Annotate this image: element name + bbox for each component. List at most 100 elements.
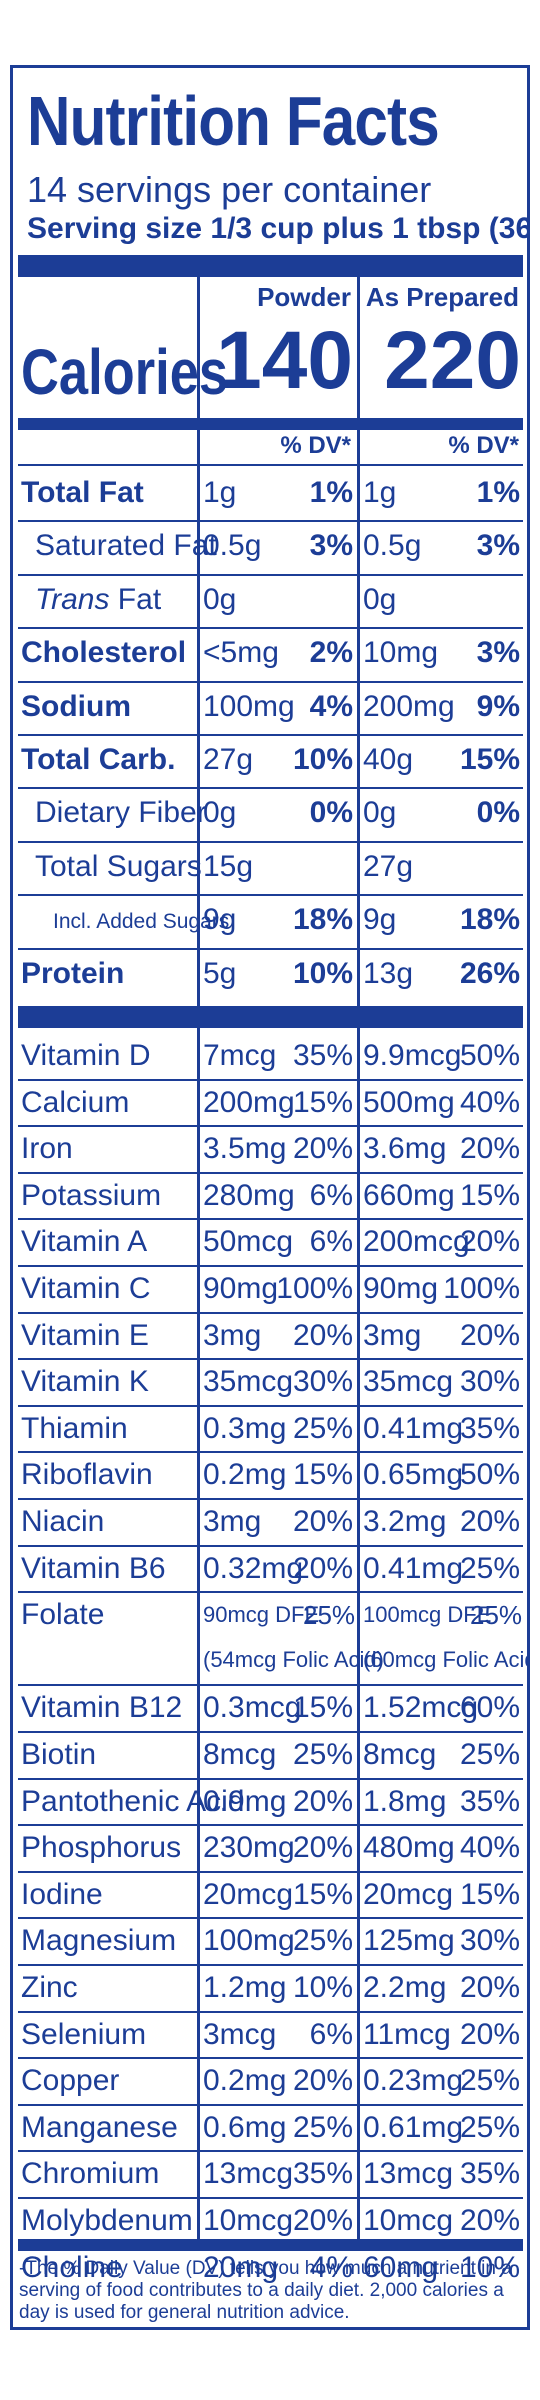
powder-amount: 100mg — [203, 1924, 295, 1958]
prepared-folic-acid: (60mcg Folic Acid) — [363, 1646, 530, 1672]
vitamin-name: Vitamin K — [21, 1365, 149, 1399]
prepared-amount: 1g — [363, 476, 397, 509]
prepared-dv: 3% — [476, 636, 520, 670]
prepared-amount: 60mg — [363, 2250, 439, 2284]
powder-amount: 3mcg — [203, 2017, 277, 2051]
powder-column-header: Powder — [257, 282, 351, 312]
prepared-dv: 40% — [459, 1831, 520, 1865]
nutrient-name: Total Carb. — [21, 743, 176, 776]
prepared-amount: 0g — [363, 796, 397, 830]
prepared-dv: 40% — [459, 1085, 520, 1119]
prepared-dv: 35% — [459, 2157, 520, 2191]
powder-dv: 6% — [309, 1178, 353, 1212]
servings-per-container: 14 servings per container — [27, 169, 432, 210]
row-divider — [18, 1591, 523, 1594]
powder-amount: 1.2mg — [203, 1971, 287, 2004]
powder-amount: 5g — [203, 956, 237, 990]
powder-amount: 0.5g — [203, 529, 262, 563]
prepared-amount: 2.2mg — [363, 1971, 447, 2004]
prepared-amount: 13mcg — [363, 2157, 454, 2191]
prepared-amount: 500mg — [363, 1085, 455, 1119]
row-divider — [18, 2103, 523, 2106]
prepared-amount: 10mg — [363, 636, 439, 670]
powder-dv: 100% — [276, 1272, 353, 1305]
calories-bar-prepared — [360, 418, 523, 430]
nutrient-name: Total Fat — [21, 476, 144, 509]
prepared-dv: 1% — [476, 476, 520, 509]
column-divider-right — [357, 277, 360, 2239]
powder-dv: 20% — [292, 1784, 353, 1818]
powder-dv: 15% — [292, 1085, 353, 1119]
powder-amount: 0g — [203, 582, 237, 616]
prepared-amount: 200mg — [363, 689, 455, 723]
powder-amount: 3.5mg — [203, 1132, 287, 1166]
prepared-amount: 100mcg DFE — [363, 1602, 492, 1628]
powder-amount: 0.2mg — [203, 1458, 287, 1492]
prepared-dv: 50% — [459, 1458, 520, 1492]
prepared-amount: 0.61mg — [363, 2110, 464, 2144]
prepared-amount: 200mcg — [363, 1225, 470, 1259]
prepared-amount: 13g — [363, 956, 414, 990]
vitamin-name: Manganese — [21, 2110, 178, 2144]
powder-amount: 0g — [203, 796, 237, 830]
powder-amount: 90mcg DFE — [203, 1602, 320, 1628]
powder-dv: 25% — [292, 1738, 353, 1771]
powder-amount: 0.3mg — [203, 1411, 287, 1445]
powder-amount: 13mcg — [203, 2157, 294, 2191]
powder-dv: 20% — [292, 1505, 353, 1538]
powder-amount: 100mg — [203, 689, 295, 723]
row-divider — [18, 1917, 523, 1920]
nutrient-name: Incl. Added Sugars — [53, 910, 230, 934]
prepared-dv: 9% — [476, 689, 520, 723]
vitamin-section-bar-left — [18, 1006, 197, 1028]
vitamin-name: Selenium — [21, 2017, 147, 2051]
powder-dv: 10% — [292, 743, 353, 776]
powder-dv: 25% — [303, 1600, 356, 1631]
powder-dv: 20% — [292, 2204, 353, 2237]
vitamin-section-bar-prepared — [360, 1006, 523, 1028]
bottom-thick-bar — [18, 2239, 523, 2251]
powder-dv: 30% — [292, 1365, 353, 1399]
prepared-amount: 0.41mg — [363, 1411, 464, 1445]
calories-bar-powder — [200, 418, 357, 430]
prepared-dv: 15% — [459, 743, 520, 776]
serving-size: Serving size 1/3 cup plus 1 tbsp (36g) — [27, 212, 530, 245]
powder-dv: 25% — [292, 1411, 353, 1445]
nutrient-name: Protein — [21, 956, 125, 990]
row-divider — [18, 2197, 523, 2199]
row-divider — [18, 1311, 523, 1314]
powder-dv: 3% — [309, 529, 353, 563]
prepared-amount: 0.65mg — [363, 1458, 464, 1492]
calories-prepared: 220 — [384, 315, 521, 406]
vitamin-name: Vitamin A — [21, 1225, 148, 1259]
powder-dv: 25% — [292, 1924, 353, 1958]
row-divider — [18, 787, 523, 790]
vitamin-name: Iron — [21, 1132, 73, 1166]
vitamin-name: Chromium — [21, 2157, 160, 2191]
row-divider — [18, 1498, 523, 1500]
powder-amount: 8mcg — [203, 1738, 277, 1771]
vitamin-name: Vitamin B6 — [21, 1551, 166, 1585]
prepared-dv: 15% — [459, 1178, 520, 1212]
powder-dv: 20% — [292, 1318, 353, 1352]
powder-amount: 90mg — [203, 1272, 279, 1305]
row-divider — [18, 734, 523, 736]
row-divider — [18, 894, 523, 897]
powder-amount: 15g — [203, 849, 254, 883]
powder-folic-acid: (54mcg Folic Acid) — [203, 1646, 384, 1672]
row-divider — [18, 1078, 523, 1081]
vitamin-name: Magnesium — [21, 1924, 177, 1958]
powder-dv: 10% — [292, 956, 353, 990]
vitamin-name: Thiamin — [21, 1411, 128, 1445]
row-divider — [18, 627, 523, 630]
prepared-amount: 3.2mg — [363, 1505, 447, 1538]
nutrition-facts-title: Nutrition Facts — [27, 82, 440, 160]
powder-dv: 15% — [292, 1458, 353, 1492]
powder-dv: 20% — [292, 1831, 353, 1865]
prepared-amount: 10mcg — [363, 2204, 454, 2237]
powder-amount: 280mg — [203, 1178, 295, 1212]
powder-dv: 10% — [292, 1971, 353, 2004]
prepared-dv: 15% — [459, 1877, 520, 1911]
row-divider — [18, 1544, 523, 1547]
daily-value-footnote: -The % Daily Value (DV) tells you how mu… — [19, 2258, 512, 2323]
